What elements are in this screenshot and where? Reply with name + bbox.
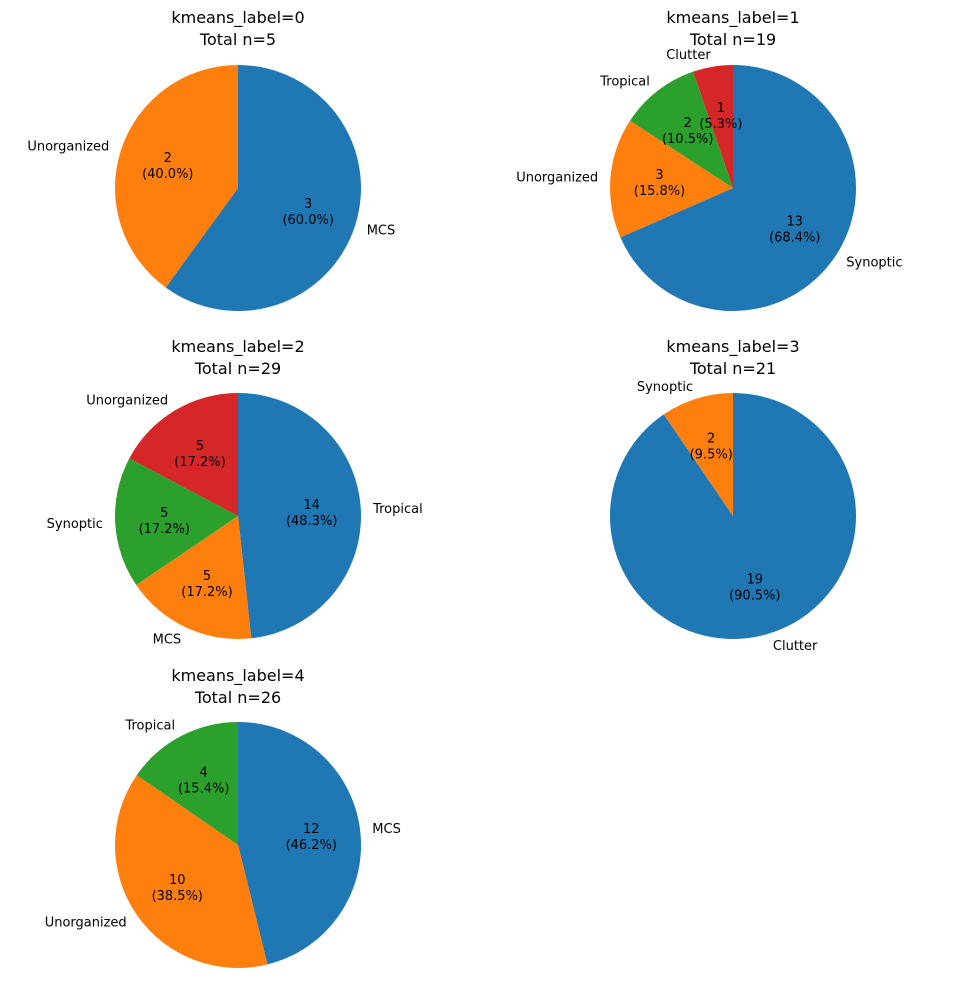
pie-chart-2: kmeans_label=2 Total n=29 Tropical 14(48.… [47, 337, 423, 647]
pie-slice [114, 458, 238, 586]
pie-slice [620, 65, 856, 311]
pie-slice [238, 722, 362, 965]
pie-slice [165, 65, 361, 312]
slice-percent-label: (48.3%) [286, 514, 337, 529]
pie-chart-4: kmeans_label=4 Total n=26 MCS 12(46.2%) Un… [45, 666, 401, 969]
slice-label: Unorganized [27, 140, 109, 155]
slice-percent-label: (46.2%) [286, 838, 337, 853]
pie-slice [693, 65, 733, 188]
pie-slice [114, 64, 238, 288]
slice-percent-label: (15.4%) [178, 782, 229, 797]
slice-percent-label: (40.0%) [142, 167, 193, 182]
slice-value-label: 19 [747, 573, 764, 588]
chart-subtitle-4: Total n=26 [194, 688, 281, 707]
slice-value-label: 2 [164, 151, 172, 166]
pie-slice [129, 393, 238, 516]
slice-percent-label: (17.2%) [139, 522, 190, 537]
slice-percent-label: (10.5%) [662, 132, 713, 147]
slice-percent-label: (15.8%) [634, 184, 685, 199]
slice-value-label: 1 [717, 101, 725, 116]
pie-slice [136, 722, 238, 845]
chart-subtitle-1: Total n=19 [689, 30, 776, 49]
slice-percent-label: (17.2%) [181, 585, 232, 600]
pie-chart-3: kmeans_label=3 Total n=21 Clutter 19(90.5… [609, 337, 856, 654]
chart-subtitle-3: Total n=21 [689, 359, 776, 378]
slice-label: Unorganized [86, 394, 168, 409]
slice-value-label: 2 [684, 116, 692, 131]
slice-label: Synoptic [47, 517, 103, 532]
slice-label: MCS [367, 223, 396, 238]
chart-title-2: kmeans_label=2 [171, 337, 304, 357]
chart-title-3: kmeans_label=3 [666, 337, 799, 357]
slice-percent-label: (38.5%) [152, 889, 203, 904]
slice-percent-label: (9.5%) [690, 448, 733, 463]
slice-label: Tropical [124, 719, 175, 734]
slice-value-label: 12 [303, 822, 320, 837]
slice-value-label: 2 [707, 432, 715, 447]
slice-percent-label: (68.4%) [769, 230, 820, 245]
slice-label: Clutter [666, 48, 711, 63]
slice-label: Clutter [773, 639, 818, 654]
slice-label: MCS [372, 822, 401, 837]
slice-label: Unorganized [45, 915, 127, 930]
slice-label: Tropical [599, 75, 650, 90]
slice-percent-label: (60.0%) [282, 213, 333, 228]
pie-slice [610, 120, 733, 238]
pie-chart-1: kmeans_label=1 Total n=19 Synoptic13(68.… [516, 8, 903, 311]
slice-label: Unorganized [516, 170, 598, 185]
slice-value-label: 5 [160, 506, 168, 521]
chart-subtitle-2: Total n=29 [194, 359, 281, 378]
chart-subtitle-0: Total n=5 [199, 30, 276, 49]
slice-label: Synoptic [637, 380, 693, 395]
slice-label: Tropical [372, 502, 423, 517]
slice-value-label: 5 [203, 569, 211, 584]
pie-chart-0: kmeans_label=0 Total n=5 MCS 3(60.0%) Unor… [27, 8, 396, 312]
slice-value-label: 3 [304, 197, 312, 212]
slice-percent-label: (5.3%) [699, 117, 742, 132]
slice-value-label: 14 [303, 498, 320, 513]
pie-slice [114, 775, 268, 969]
slice-label: MCS [153, 632, 182, 647]
slice-label: Synoptic [846, 256, 902, 271]
slice-value-label: 3 [655, 168, 663, 183]
slice-value-label: 10 [169, 873, 186, 888]
pie-slice [663, 393, 733, 516]
slice-value-label: 13 [787, 214, 804, 229]
chart-title-1: kmeans_label=1 [666, 8, 799, 28]
pie-slice [136, 516, 252, 640]
pie-slice [238, 393, 362, 639]
slice-value-label: 4 [200, 766, 208, 781]
pie-slice [630, 71, 733, 188]
slice-percent-label: (90.5%) [729, 589, 780, 604]
slice-value-label: 5 [196, 439, 204, 454]
pie-slice [609, 393, 856, 639]
chart-title-0: kmeans_label=0 [171, 8, 304, 28]
chart-title-4: kmeans_label=4 [171, 666, 304, 686]
slice-percent-label: (17.2%) [174, 455, 225, 470]
